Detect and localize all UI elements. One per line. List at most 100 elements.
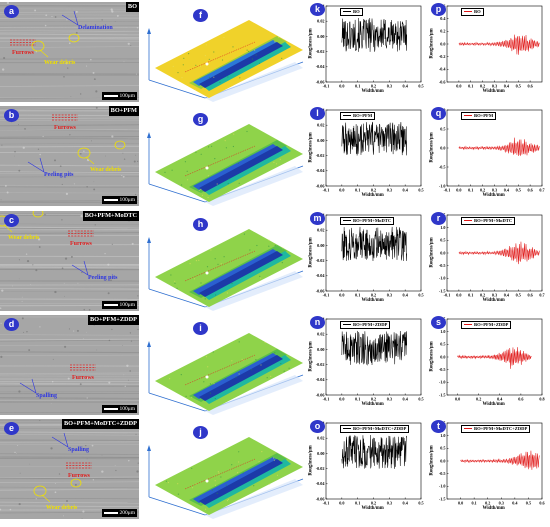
panel-letter-badge: a (4, 5, 19, 18)
panel-letter-badge: n (310, 316, 325, 329)
x-tick-label: 0.3 (387, 84, 392, 89)
panel-letter-badge: g (193, 113, 208, 126)
x-tick-label: 0.2 (480, 188, 485, 193)
y-axis-label: Roughness/μm (430, 445, 435, 475)
x-tick-label: 0.5 (418, 397, 423, 402)
annotation-label: Delamination (78, 25, 113, 31)
y-tick-label: -0.04 (316, 481, 326, 486)
y-tick-label: 1.0 (440, 329, 445, 334)
legend-swatch (343, 220, 351, 221)
topography-3d: j (145, 419, 305, 522)
x-tick-label: 0.2 (371, 293, 376, 298)
x-tick-label: 0.5 (516, 293, 521, 298)
x-tick-label: 0.0 (456, 188, 461, 193)
annotation-label: Peeling pits (44, 172, 74, 178)
x-tick-label: 0.1 (468, 84, 473, 89)
y-tick-label: -0.02 (316, 466, 325, 471)
panel-letter-badge: j (193, 426, 208, 439)
y-axis-label: Roughness/μm (309, 237, 314, 267)
x-axis-label: Width/mm (483, 402, 505, 407)
y-tick-label: -0.6 (439, 79, 446, 84)
y-tick-label: -0.2 (439, 54, 446, 59)
y-tick-label: -0.06 (316, 183, 325, 188)
x-axis-label: Width/mm (483, 89, 505, 94)
annotation-label: Peeling pits (88, 275, 118, 281)
panel-letter-badge: o (310, 420, 325, 433)
panel-letter-badge: l (310, 107, 325, 120)
x-tick-label: 0.5 (418, 501, 423, 506)
x-tick-label: 0.4 (504, 188, 510, 193)
annotation-label: Furrows (68, 473, 90, 479)
y-tick-label: 0.5 (440, 126, 445, 131)
y-tick-label: -0.5 (439, 367, 446, 372)
x-tick-label: 0.7 (539, 188, 544, 193)
y-tick-label: 1.0 (440, 433, 445, 438)
legend-label: BO+PFM (353, 113, 372, 118)
legend-label: BO (474, 9, 481, 14)
y-tick-label: 0.0 (440, 458, 445, 463)
legend: BO+PFM+ZDDP (461, 321, 511, 329)
y-tick-label: 0.02 (317, 228, 324, 233)
panel-letter-badge: d (4, 318, 19, 331)
x-axis-label: Width/mm (362, 89, 384, 94)
x-axis-label: Width/mm (483, 298, 505, 303)
y-tick-label: -0.5 (439, 263, 446, 268)
y-axis-label: Roughness/μm (430, 132, 435, 162)
annotation-label: Furrows (70, 241, 92, 247)
legend-label: BO+PFM (474, 113, 493, 118)
x-tick-label: 0.2 (371, 84, 376, 89)
y-tick-label: 0.5 (440, 238, 445, 243)
topography-3d: i (145, 315, 305, 418)
y-tick-label: 0.00 (317, 243, 324, 248)
y-tick-label: 0.5 (440, 446, 445, 451)
legend-label: BO+PFM+ZDDP (353, 322, 387, 327)
y-axis-label: Roughness/μm (309, 28, 314, 58)
x-tick-label: 0.2 (485, 501, 490, 506)
x-tick-label: 0.0 (456, 293, 461, 298)
x-tick-label: 0.6 (518, 397, 523, 402)
x-tick-label: 0.4 (512, 501, 518, 506)
annotation-label: Spalling (36, 393, 57, 399)
legend-swatch (343, 324, 351, 325)
scale-bar: 100μm (102, 92, 137, 100)
y-tick-label: 0.0 (440, 41, 445, 46)
scale-bar-text: 100μm (120, 197, 135, 203)
x-tick-label: 0.0 (456, 84, 461, 89)
x-tick-label: 0.3 (499, 501, 504, 506)
x-tick-label: 0.6 (528, 293, 533, 298)
panel-letter-badge: t (431, 420, 446, 433)
topography-3d: g (145, 106, 305, 209)
annotation-label: Wear debris (44, 60, 75, 66)
y-tick-label: -1.5 (439, 392, 446, 397)
panel-letter-badge: r (431, 212, 446, 225)
y-tick-label: -1.0 (439, 276, 446, 281)
x-tick-label: 0.4 (403, 397, 409, 402)
legend-swatch (464, 11, 472, 12)
y-tick-label: -0.04 (316, 64, 326, 69)
scale-bar-line (104, 95, 118, 97)
x-tick-label: 0.7 (539, 293, 544, 298)
y-tick-label: -0.06 (316, 288, 325, 293)
sample-label: BO+PFM+MoDTC (83, 211, 139, 221)
legend: BO (461, 8, 484, 16)
sample-label: BO+PFM+ZDDP (88, 315, 139, 325)
y-tick-label: -0.02 (316, 362, 325, 367)
x-tick-label: 0.8 (539, 397, 544, 402)
y-tick-label: 0.0 (440, 354, 445, 359)
y-tick-label: -1.0 (439, 183, 446, 188)
y-tick-label: 0.0 (440, 145, 445, 150)
x-tick-label: 0.4 (504, 293, 510, 298)
y-tick-label: -0.04 (316, 273, 326, 278)
x-tick-label: 0.0 (339, 84, 344, 89)
x-tick-label: 0.2 (371, 188, 376, 193)
y-tick-label: -0.5 (439, 471, 446, 476)
y-axis-label: Roughness/μm (430, 237, 435, 267)
x-tick-label: 0.2 (476, 397, 481, 402)
legend-label: BO (353, 9, 360, 14)
x-tick-label: 0.1 (355, 501, 360, 506)
